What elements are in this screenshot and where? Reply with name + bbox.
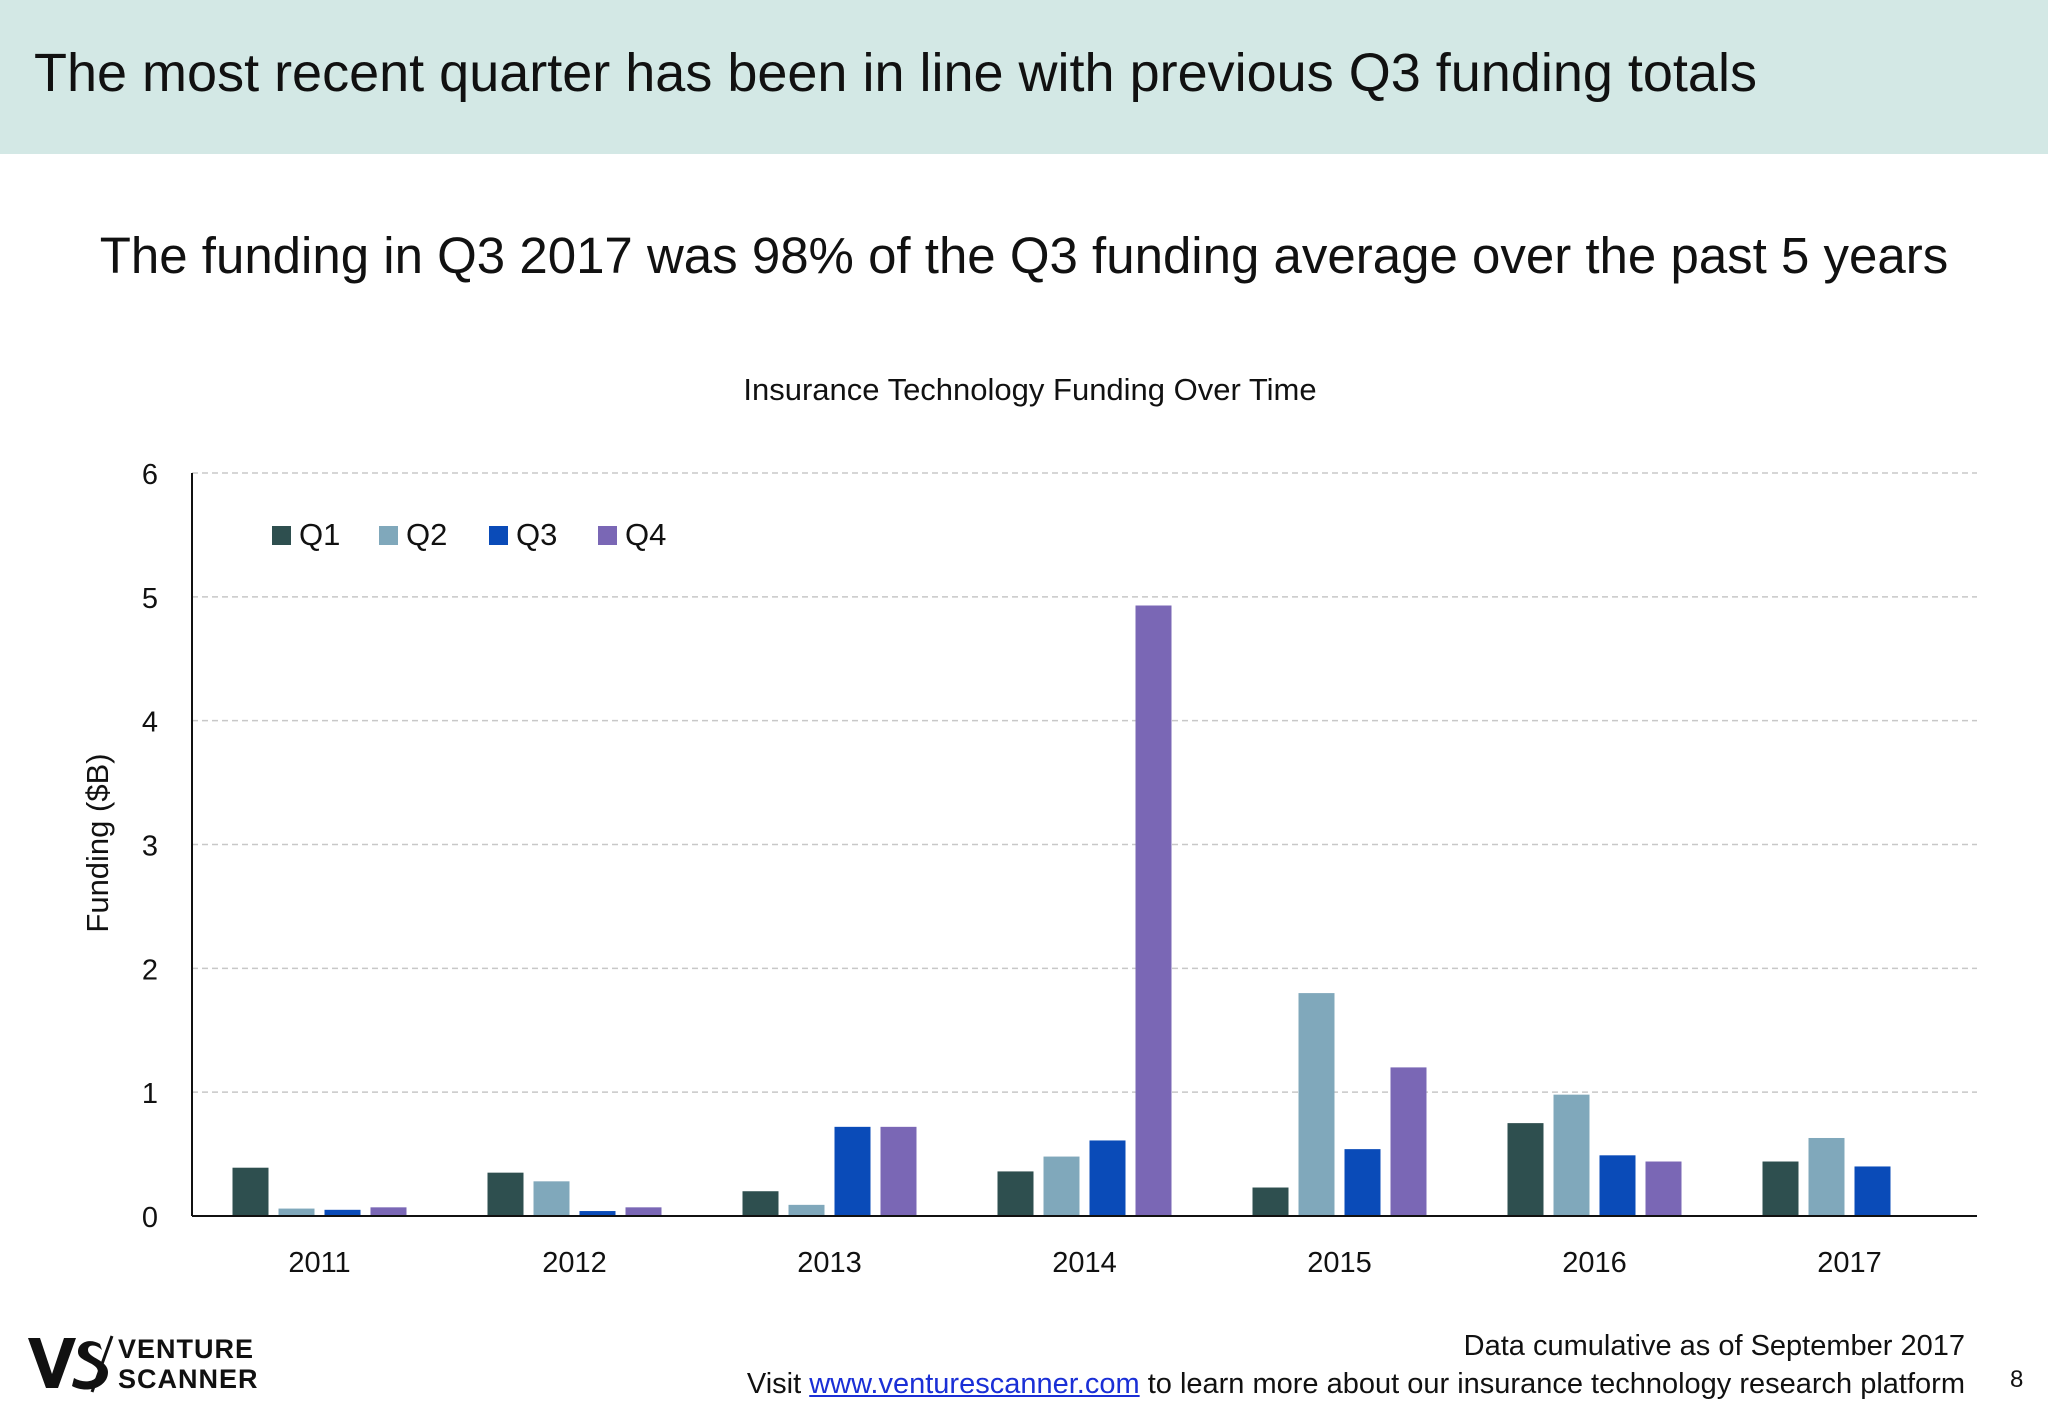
legend-swatch-q2 — [379, 526, 398, 545]
bar-q1-2013 — [742, 1191, 779, 1216]
legend-label-q4: Q4 — [625, 517, 666, 552]
funding-bar-chart: Insurance Technology Funding Over Time 0… — [80, 372, 1977, 1279]
bar-q4-2012 — [625, 1207, 662, 1216]
bar-q4-2016 — [1645, 1161, 1682, 1216]
bar-q3-2012 — [579, 1211, 616, 1216]
bar-q4-2011 — [370, 1207, 407, 1216]
bar-q1-2012 — [487, 1172, 524, 1216]
y-tick-label: 2 — [142, 954, 158, 986]
logo-line-2: SCANNER — [118, 1364, 259, 1394]
x-tick-label: 2014 — [1052, 1247, 1117, 1279]
logo-text: VENTURE SCANNER — [118, 1334, 259, 1394]
header-banner: The most recent quarter has been in line… — [0, 0, 2048, 154]
x-tick-label: 2015 — [1307, 1247, 1372, 1279]
venture-scanner-logo: VENTURE SCANNER — [26, 1334, 259, 1394]
bar-q4-2015 — [1390, 1067, 1427, 1216]
visit-prefix: Visit — [746, 1368, 802, 1400]
logo-line-1: VENTURE — [118, 1334, 255, 1364]
legend-label-q1: Q1 — [299, 517, 340, 552]
bar-q4-2013 — [880, 1126, 917, 1216]
bar-q2-2011 — [278, 1208, 315, 1216]
legend-label-q2: Q2 — [406, 517, 447, 552]
x-tick-label: 2017 — [1817, 1247, 1882, 1279]
legend-swatch-q3 — [489, 526, 508, 545]
page-title: The most recent quarter has been in line… — [34, 43, 1757, 103]
bar-q3-2013 — [834, 1126, 871, 1216]
legend-swatch-q1 — [272, 526, 291, 545]
bar-q2-2014 — [1043, 1156, 1080, 1216]
visit-suffix: to learn more about our insurance techno… — [1147, 1368, 1965, 1400]
x-tick-label: 2013 — [797, 1247, 862, 1279]
bar-q2-2013 — [788, 1204, 825, 1216]
y-tick-label: 0 — [142, 1202, 158, 1234]
subtitle: The funding in Q3 2017 was 98% of the Q3… — [99, 227, 1949, 284]
bar-q2-2017 — [1808, 1137, 1845, 1216]
vs-logo-icon — [28, 1335, 114, 1393]
bar-q1-2015 — [1252, 1187, 1289, 1216]
y-tick-label: 4 — [142, 707, 158, 739]
bar-q3-2014 — [1089, 1140, 1126, 1216]
x-tick-label: 2011 — [288, 1247, 350, 1279]
bar-q2-2016 — [1553, 1094, 1590, 1216]
legend-swatch-q4 — [598, 526, 617, 545]
bar-q1-2016 — [1507, 1123, 1544, 1216]
y-axis-label: Funding ($B) — [80, 753, 115, 932]
visit-line: Visit www.venturescanner.com to learn mo… — [747, 1368, 1965, 1401]
bar-q1-2014 — [997, 1171, 1034, 1216]
x-tick-label: 2016 — [1562, 1247, 1627, 1279]
bar-q4-2014 — [1135, 605, 1172, 1216]
y-tick-label: 3 — [142, 831, 158, 863]
bar-q3-2015 — [1344, 1149, 1381, 1216]
bar-q3-2016 — [1599, 1155, 1636, 1216]
page-number: 8 — [2010, 1366, 2024, 1393]
bar-q2-2015 — [1298, 993, 1335, 1216]
y-tick-label: 6 — [142, 459, 158, 491]
venturescanner-link[interactable]: www.venturescanner.com — [809, 1368, 1140, 1400]
bar-q2-2012 — [533, 1181, 570, 1216]
legend-label-q3: Q3 — [516, 517, 557, 552]
bar-q1-2011 — [232, 1167, 269, 1216]
bar-q1-2017 — [1762, 1161, 1799, 1216]
data-note: Data cumulative as of September 2017 — [1463, 1330, 1965, 1362]
bar-q3-2017 — [1854, 1166, 1891, 1216]
y-tick-label: 5 — [142, 583, 158, 615]
x-tick-label: 2012 — [542, 1247, 607, 1279]
y-tick-label: 1 — [142, 1078, 158, 1110]
chart-title: Insurance Technology Funding Over Time — [743, 372, 1316, 407]
bar-q3-2011 — [324, 1209, 361, 1216]
